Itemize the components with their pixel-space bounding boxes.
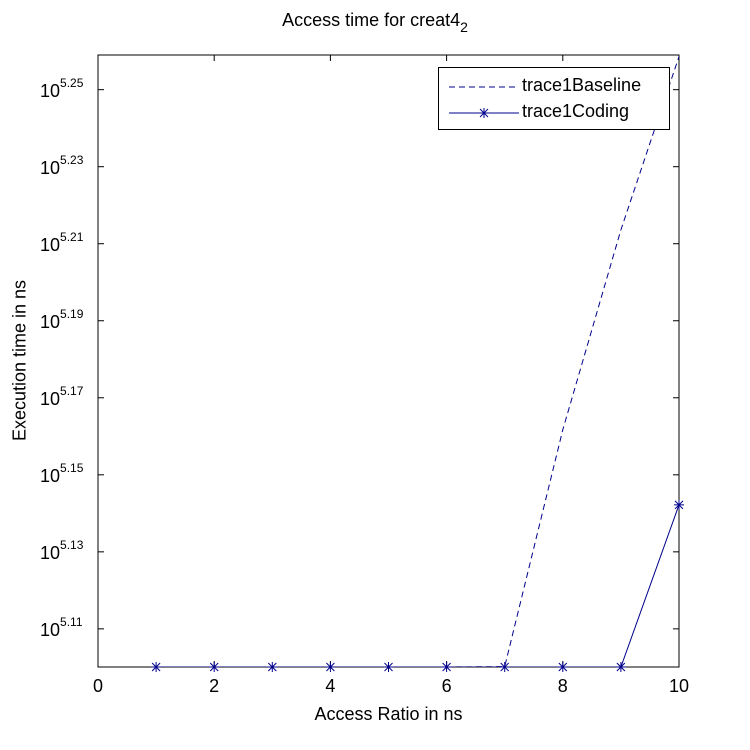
x-tick-label: 4 <box>325 676 336 696</box>
y-axis-label: Execution time in ns <box>9 279 30 442</box>
legend-item-coding: trace1Coding <box>439 101 669 125</box>
y-tick-marks <box>98 89 679 630</box>
y-tick-label: 105.25 <box>40 75 84 101</box>
y-tick-label: 105.19 <box>40 306 84 332</box>
y-tick-label: 105.21 <box>40 229 84 255</box>
dashed-line-icon <box>449 86 519 88</box>
y-tick-label: 105.17 <box>40 383 84 409</box>
legend: trace1Baseline trace1Coding <box>438 67 670 130</box>
asterisk-line-icon <box>449 108 519 118</box>
y-tick-label: 105.13 <box>40 537 84 563</box>
plot-area <box>97 54 680 668</box>
x-tick-label: 8 <box>557 676 568 696</box>
y-tick-label: 105.11 <box>40 614 83 640</box>
y-tick-label: 105.23 <box>40 152 84 178</box>
x-tick-label: 6 <box>441 676 452 696</box>
series-lines <box>151 56 684 672</box>
chart-title: Access time for creat42 <box>282 10 468 35</box>
x-tick-label: 10 <box>668 676 690 696</box>
x-tick-label: 2 <box>209 676 220 696</box>
x-tick-label: 0 <box>92 676 103 696</box>
y-tick-label: 105.15 <box>40 460 84 486</box>
legend-item-baseline: trace1Baseline <box>439 75 669 99</box>
x-axis-label: Access Ratio in ns <box>314 704 463 724</box>
